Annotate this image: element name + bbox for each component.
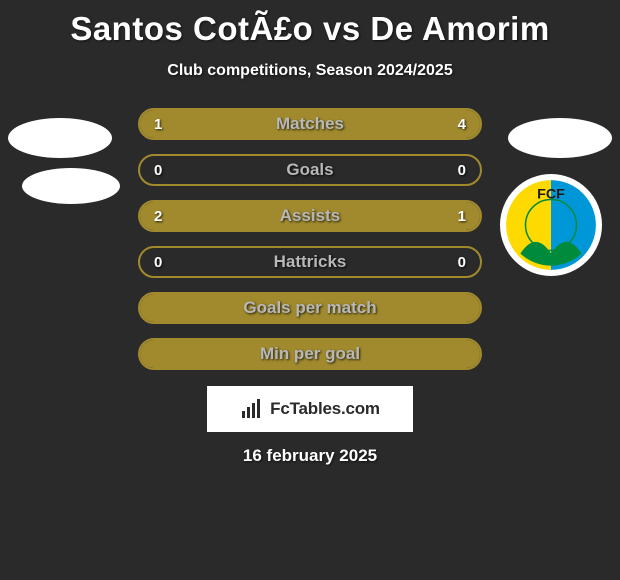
fctables-banner[interactable]: FcTables.com — [207, 386, 413, 432]
stat-value-right: 1 — [458, 208, 466, 225]
stat-bar: 0 0 Hattricks — [138, 246, 482, 278]
stat-bar: 2 1 Assists — [138, 200, 482, 232]
stat-value-left: 0 — [154, 162, 162, 179]
stat-label: Hattricks — [274, 252, 347, 272]
stat-bar: Min per goal — [138, 338, 482, 370]
date-text: 16 february 2025 — [243, 446, 377, 466]
stat-label: Goals — [286, 160, 333, 180]
fcf-crest-icon: FCF — [500, 174, 602, 276]
subtitle: Club competitions, Season 2024/2025 — [0, 48, 620, 80]
crest-label: FCF — [537, 186, 565, 202]
player-left-badge-bottom — [22, 168, 120, 204]
banner-text: FcTables.com — [270, 399, 380, 419]
chart-bars-icon — [240, 397, 264, 421]
stat-value-right: 0 — [458, 162, 466, 179]
stat-value-left: 0 — [154, 254, 162, 271]
stat-label: Matches — [276, 114, 344, 134]
stat-bar: 0 0 Goals — [138, 154, 482, 186]
stat-value-right: 0 — [458, 254, 466, 271]
stat-value-right: 4 — [458, 116, 466, 133]
stat-value-left: 2 — [154, 208, 162, 225]
stat-fill-left — [140, 110, 208, 138]
stat-bars: 1 4 Matches 0 0 Goals 2 1 Assists 0 0 Hattricks Goal… — [138, 108, 482, 384]
page-title: Santos CotÃ£o vs De Amorim — [0, 0, 620, 48]
club-logo: FCF — [500, 174, 602, 276]
player-right-badge-top — [508, 118, 612, 158]
stat-bar: 1 4 Matches — [138, 108, 482, 140]
stat-bar: Goals per match — [138, 292, 482, 324]
player-left-badge-top — [8, 118, 112, 158]
stat-label: Min per goal — [260, 344, 360, 364]
stat-label: Goals per match — [243, 298, 376, 318]
stat-value-left: 1 — [154, 116, 162, 133]
stat-label: Assists — [280, 206, 340, 226]
